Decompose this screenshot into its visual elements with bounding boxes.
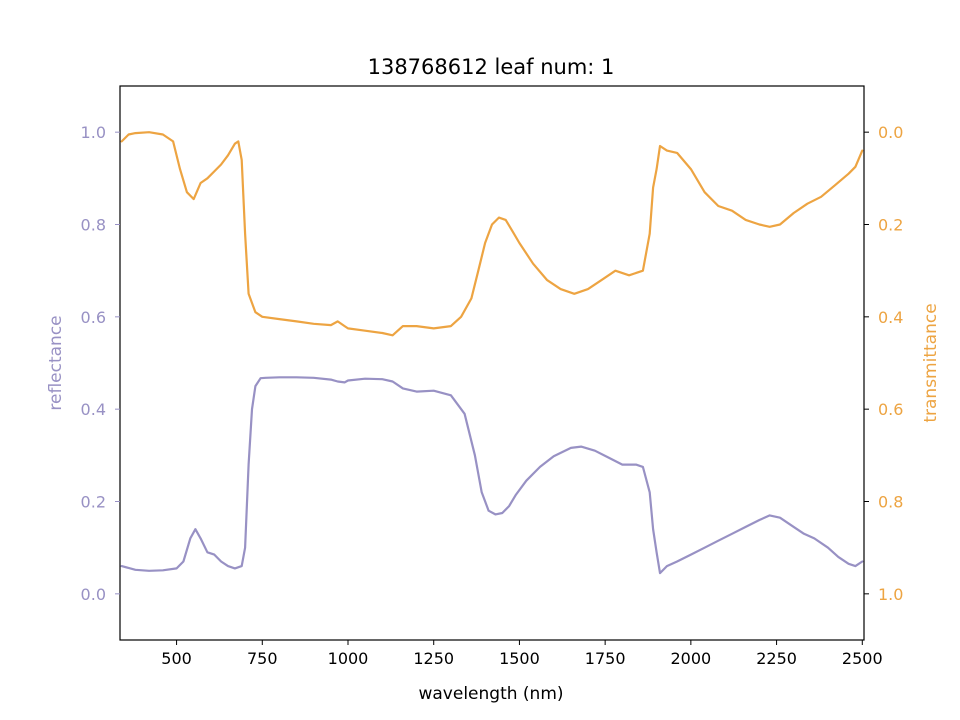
x-tick-label: 1000 xyxy=(328,649,369,668)
x-tick-label: 2500 xyxy=(842,649,883,668)
x-axis-label: wavelength (nm) xyxy=(418,684,563,704)
x-tick-label: 1750 xyxy=(585,649,626,668)
left-y-axis-label: reflectance xyxy=(46,315,66,410)
left-tick-label: 0.0 xyxy=(81,585,106,604)
right-y-axis-label: transmittance xyxy=(921,303,941,422)
series-layer xyxy=(120,131,864,575)
right-tick-label: 0.2 xyxy=(878,216,903,235)
chart-title: 138768612 leaf num: 1 xyxy=(368,55,615,79)
x-tick-label: 1250 xyxy=(413,649,454,668)
left-y-axis: 0.0 0.2 0.4 0.6 0.8 1.0 xyxy=(81,123,120,604)
x-tick-label: 2250 xyxy=(756,649,797,668)
plot-frame xyxy=(119,85,865,641)
right-tick-label: 0.0 xyxy=(878,123,903,142)
x-axis: 500 750 1000 1250 1500 1750 2000 2250 2500 xyxy=(161,640,883,668)
transmittance-line xyxy=(120,131,864,337)
x-tick-label: 750 xyxy=(247,649,278,668)
right-tick-label: 0.6 xyxy=(878,400,903,419)
left-tick-label: 0.8 xyxy=(81,216,106,235)
right-y-axis: 0.0 0.2 0.4 0.6 0.8 1.0 xyxy=(864,123,903,604)
right-tick-label: 1.0 xyxy=(878,585,903,604)
left-tick-label: 0.4 xyxy=(81,400,106,419)
left-tick-label: 0.2 xyxy=(81,493,106,512)
left-tick-label: 0.6 xyxy=(81,308,106,327)
x-tick-label: 500 xyxy=(161,649,192,668)
right-tick-label: 0.8 xyxy=(878,493,903,512)
right-tick-label: 0.4 xyxy=(878,308,903,327)
x-tick-label: 1500 xyxy=(499,649,540,668)
reflectance-line xyxy=(120,376,864,575)
left-tick-label: 1.0 xyxy=(81,123,106,142)
x-tick-label: 2000 xyxy=(670,649,711,668)
